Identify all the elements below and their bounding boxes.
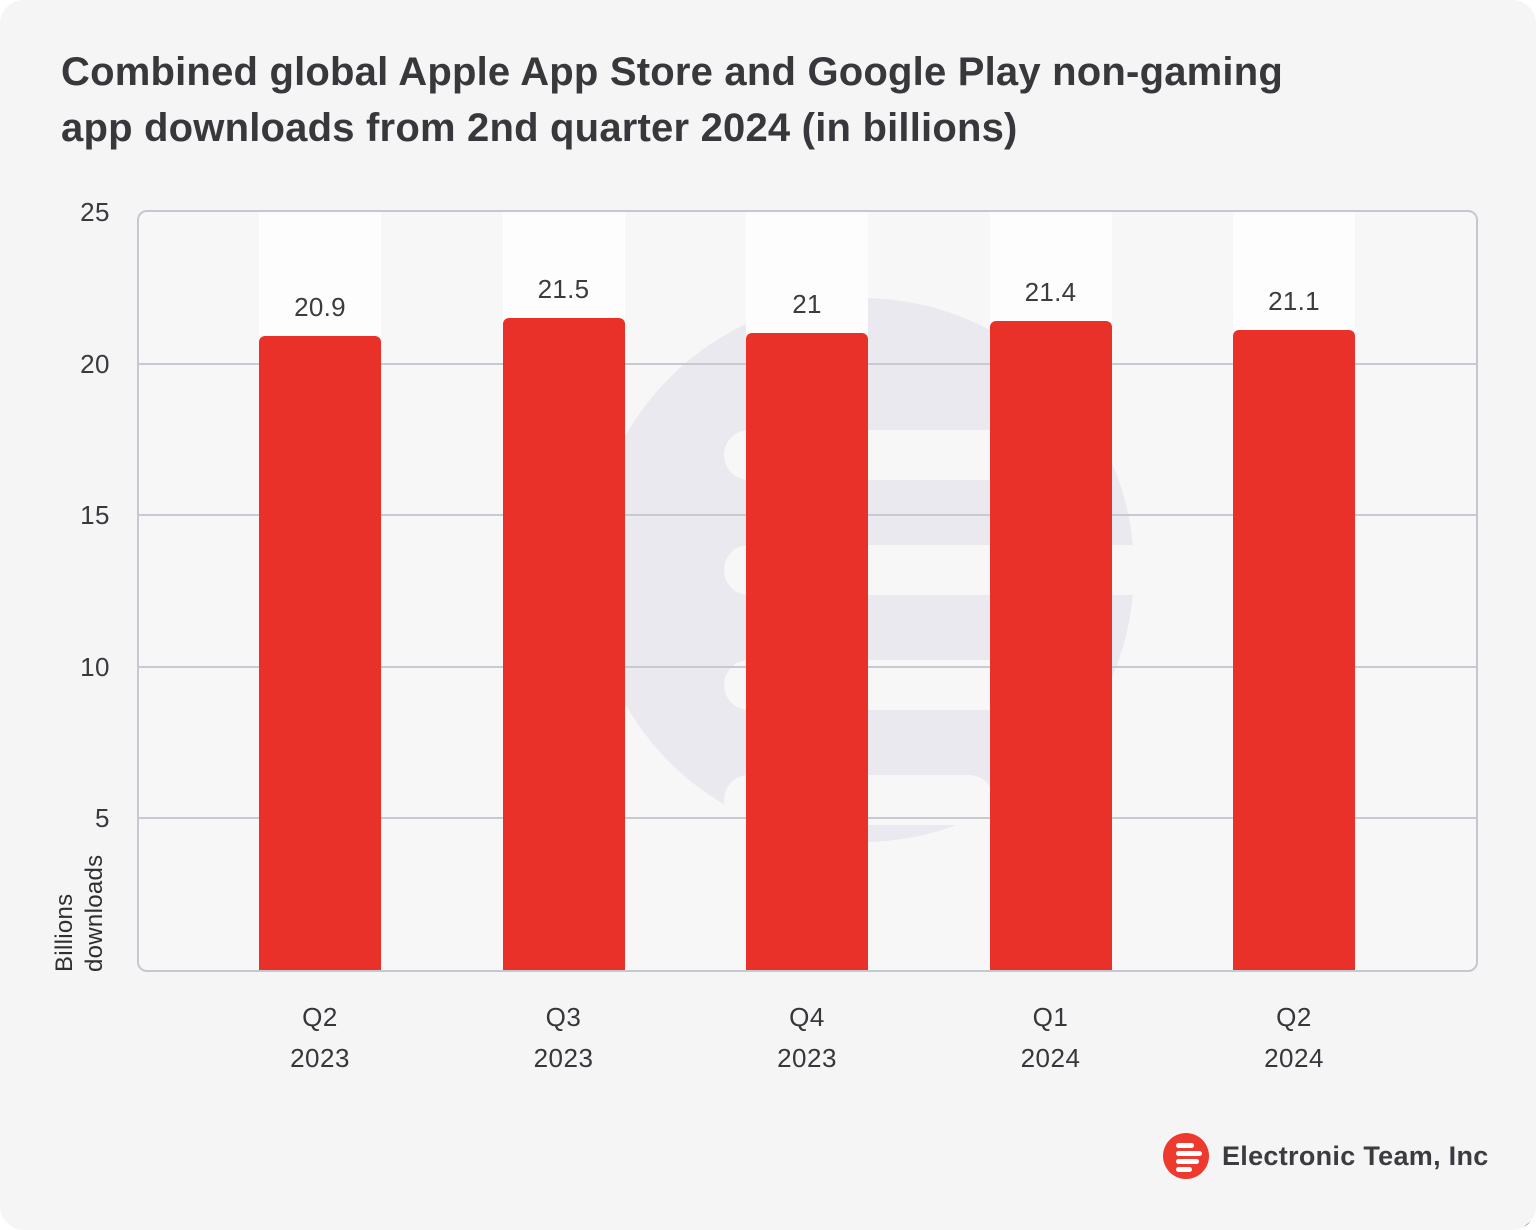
bar-value-label: 20.9 — [294, 292, 346, 323]
bar-value-label: 21.5 — [537, 274, 590, 305]
x-axis-label-year: 2023 — [290, 1043, 350, 1073]
logo-stripe — [1176, 1159, 1199, 1164]
x-axis-label-quarter: Q3 — [545, 1002, 582, 1032]
y-axis-tick-5: 5 — [95, 803, 110, 834]
x-axis-label-quarter: Q2 — [1276, 1002, 1312, 1032]
bar-value-label: 21.1 — [1268, 286, 1320, 317]
bar-value-label: 21.4 — [1024, 277, 1077, 308]
chart-bar-Q4-2023 — [746, 333, 868, 970]
electronic-team-logo-icon — [1163, 1133, 1209, 1179]
x-axis-label-year: 2024 — [1264, 1043, 1324, 1073]
x-axis-label-Q4-2023: Q4 2023 — [727, 997, 887, 1079]
x-axis-label-quarter: Q4 — [789, 1002, 825, 1032]
logo-stripe — [1176, 1143, 1194, 1148]
page-title: Combined global Apple App Store and Goog… — [61, 44, 1421, 156]
x-axis-label-year: 2024 — [1020, 1043, 1081, 1073]
x-axis-label-Q2-2023: Q2 2023 — [240, 997, 400, 1079]
x-axis-label-Q3-2023: Q3 2023 — [484, 997, 644, 1079]
chart-bar-Q2-2024 — [1233, 330, 1355, 970]
y-axis-title: Billions downloads — [50, 822, 110, 972]
y-axis-tick-20: 20 — [80, 348, 110, 379]
x-axis-label-quarter: Q1 — [1032, 1002, 1069, 1032]
chart-bar-Q3-2023 — [502, 318, 625, 970]
x-axis-label-year: 2023 — [777, 1043, 837, 1073]
bar-value-label: 21 — [792, 289, 822, 320]
y-axis-tick-15: 15 — [80, 500, 110, 531]
cursor-artifact — [1520, 1217, 1536, 1230]
y-axis-title-line2: downloads — [81, 854, 108, 972]
y-axis-tick-25: 25 — [80, 197, 110, 227]
logo-stripe — [1176, 1151, 1202, 1156]
y-axis-title-line1: Billions — [51, 893, 78, 972]
brand-name: Electronic Team, Inc — [1222, 1141, 1489, 1171]
x-axis-label-year: 2023 — [533, 1043, 594, 1073]
plot-area: 20.9 21.5 21 21.4 21.1 — [137, 210, 1478, 972]
chart-bar-Q2-2023 — [259, 336, 381, 970]
x-axis-label-quarter: Q2 — [302, 1002, 338, 1032]
logo-stripe — [1176, 1167, 1192, 1172]
x-axis-label-Q2-2024: Q2 2024 — [1214, 997, 1374, 1079]
page-title-line1: Combined global Apple App Store and Goog… — [61, 50, 1283, 94]
page-title-line2: app downloads from 2nd quarter 2024 (in … — [61, 106, 1018, 150]
x-axis-label-Q1-2024: Q1 2024 — [971, 997, 1131, 1079]
chart-bar-Q1-2024 — [989, 321, 1112, 970]
y-axis-tick-10: 10 — [80, 651, 110, 682]
